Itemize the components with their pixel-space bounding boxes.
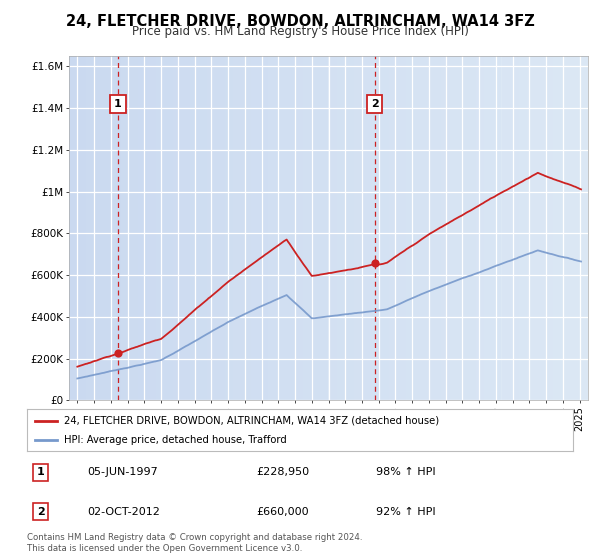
Text: 1: 1 bbox=[37, 468, 44, 477]
Bar bbox=[502, 56, 510, 400]
Bar bbox=[294, 56, 302, 400]
Bar bbox=[441, 56, 449, 400]
Bar bbox=[190, 56, 199, 400]
Bar bbox=[69, 56, 77, 400]
Bar bbox=[199, 56, 208, 400]
Point bbox=[113, 348, 123, 357]
Bar bbox=[130, 56, 138, 400]
Text: 05-JUN-1997: 05-JUN-1997 bbox=[87, 468, 158, 477]
Bar bbox=[380, 56, 389, 400]
Bar bbox=[527, 56, 536, 400]
Text: 02-OCT-2012: 02-OCT-2012 bbox=[87, 507, 160, 516]
Bar bbox=[562, 56, 571, 400]
Bar bbox=[415, 56, 424, 400]
Bar bbox=[398, 56, 406, 400]
Bar bbox=[216, 56, 225, 400]
Text: 1: 1 bbox=[114, 99, 122, 109]
Bar bbox=[95, 56, 104, 400]
Bar bbox=[355, 56, 363, 400]
Bar bbox=[164, 56, 173, 400]
Bar bbox=[510, 56, 519, 400]
Bar bbox=[225, 56, 233, 400]
Bar bbox=[233, 56, 242, 400]
Bar bbox=[112, 56, 121, 400]
Text: 2: 2 bbox=[37, 507, 44, 516]
Text: HPI: Average price, detached house, Trafford: HPI: Average price, detached house, Traf… bbox=[64, 435, 287, 445]
Bar bbox=[77, 56, 86, 400]
Bar bbox=[553, 56, 562, 400]
Bar bbox=[571, 56, 580, 400]
Bar bbox=[449, 56, 458, 400]
Bar bbox=[406, 56, 415, 400]
Point bbox=[370, 258, 379, 267]
Bar bbox=[251, 56, 259, 400]
Bar bbox=[536, 56, 545, 400]
Bar bbox=[181, 56, 190, 400]
Bar bbox=[519, 56, 527, 400]
Bar bbox=[208, 56, 216, 400]
Bar bbox=[302, 56, 311, 400]
Bar bbox=[147, 56, 155, 400]
Bar bbox=[104, 56, 112, 400]
Text: Contains HM Land Registry data © Crown copyright and database right 2024.
This d: Contains HM Land Registry data © Crown c… bbox=[27, 533, 362, 553]
Text: £228,950: £228,950 bbox=[256, 468, 310, 477]
Bar bbox=[337, 56, 346, 400]
Text: 98% ↑ HPI: 98% ↑ HPI bbox=[376, 468, 436, 477]
Bar bbox=[467, 56, 476, 400]
Text: 24, FLETCHER DRIVE, BOWDON, ALTRINCHAM, WA14 3FZ (detached house): 24, FLETCHER DRIVE, BOWDON, ALTRINCHAM, … bbox=[64, 416, 439, 426]
Bar bbox=[320, 56, 328, 400]
Bar bbox=[86, 56, 95, 400]
Text: £660,000: £660,000 bbox=[256, 507, 309, 516]
Bar bbox=[424, 56, 433, 400]
Bar bbox=[277, 56, 285, 400]
Bar bbox=[484, 56, 493, 400]
Bar bbox=[242, 56, 251, 400]
Bar bbox=[545, 56, 553, 400]
Bar bbox=[121, 56, 130, 400]
Text: 92% ↑ HPI: 92% ↑ HPI bbox=[376, 507, 436, 516]
Bar bbox=[389, 56, 398, 400]
Bar bbox=[329, 56, 337, 400]
Bar bbox=[346, 56, 355, 400]
Bar bbox=[138, 56, 147, 400]
Bar bbox=[476, 56, 484, 400]
Bar bbox=[580, 56, 588, 400]
Bar bbox=[372, 56, 380, 400]
Text: 24, FLETCHER DRIVE, BOWDON, ALTRINCHAM, WA14 3FZ: 24, FLETCHER DRIVE, BOWDON, ALTRINCHAM, … bbox=[65, 14, 535, 29]
Bar bbox=[268, 56, 277, 400]
Text: Price paid vs. HM Land Registry's House Price Index (HPI): Price paid vs. HM Land Registry's House … bbox=[131, 25, 469, 38]
Bar bbox=[458, 56, 467, 400]
Text: 2: 2 bbox=[371, 99, 379, 109]
Bar bbox=[363, 56, 372, 400]
Bar bbox=[433, 56, 441, 400]
Bar bbox=[493, 56, 502, 400]
Bar bbox=[259, 56, 268, 400]
Bar bbox=[311, 56, 320, 400]
Bar bbox=[285, 56, 294, 400]
Bar bbox=[173, 56, 181, 400]
Bar bbox=[155, 56, 164, 400]
